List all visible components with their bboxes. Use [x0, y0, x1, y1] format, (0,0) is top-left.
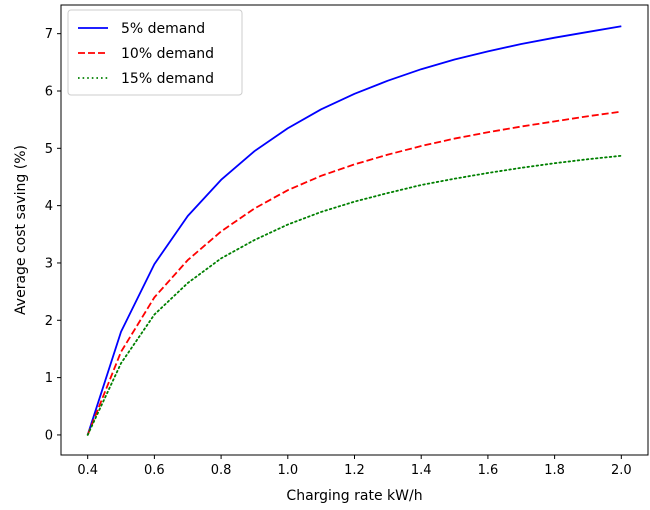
y-tick-label: 1 [45, 371, 53, 386]
x-axis: 0.4 0.6 0.8 1.0 1.2 1.4 1.6 1.8 2.0 [77, 455, 632, 478]
y-axis-label: Average cost saving (%) [13, 145, 29, 315]
x-tick-label: 1.0 [277, 463, 298, 478]
series-line-1 [86, 25, 622, 436]
x-tick-label: 0.6 [144, 463, 165, 478]
x-tick-label: 0.8 [211, 463, 232, 478]
y-tick-label: 5 [45, 142, 53, 157]
legend: 5% demand 10% demand 15% demand [67, 9, 243, 96]
y-tick-label: 3 [45, 256, 53, 271]
legend-label-1: 5% demand [121, 21, 205, 37]
x-tick-label: 1.2 [344, 463, 365, 478]
legend-box [67, 9, 243, 96]
legend-label-3: 15% demand [121, 71, 214, 87]
x-tick-label: 0.4 [77, 463, 98, 478]
x-tick-label: 2.0 [611, 463, 632, 478]
x-tick-label: 1.4 [411, 463, 432, 478]
legend-label-2: 10% demand [121, 46, 214, 62]
y-tick-label: 7 [45, 27, 53, 42]
y-tick-label: 2 [45, 314, 53, 329]
y-tick-label: 0 [45, 428, 53, 443]
y-axis: 0 1 2 3 4 5 6 7 [45, 27, 61, 443]
x-tick-label: 1.8 [544, 463, 565, 478]
y-tick-label: 6 [45, 84, 53, 99]
x-axis-label: Charging rate kW/h [286, 488, 422, 504]
series-line-3 [86, 154, 623, 436]
series-line-2 [86, 110, 622, 436]
y-tick-label: 4 [45, 199, 53, 214]
series-lines [86, 25, 623, 436]
x-tick-label: 1.6 [478, 463, 499, 478]
